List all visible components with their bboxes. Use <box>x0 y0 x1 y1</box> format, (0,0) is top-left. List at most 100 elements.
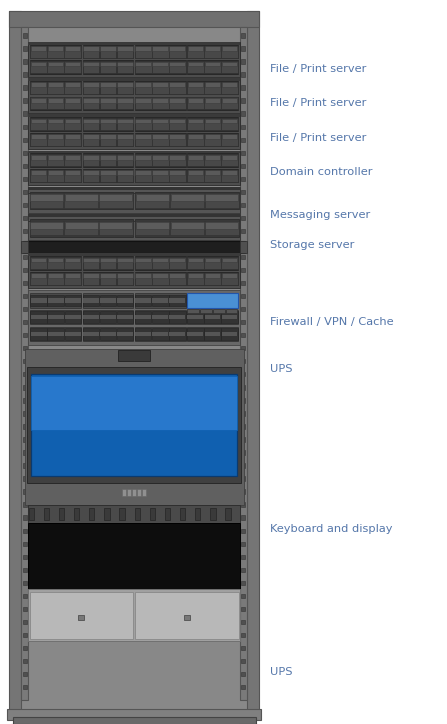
Bar <box>205 46 220 51</box>
Bar <box>30 82 47 94</box>
Bar <box>47 118 64 130</box>
Bar <box>152 257 169 269</box>
Bar <box>23 268 27 272</box>
Bar <box>222 258 237 262</box>
Bar <box>23 450 27 455</box>
Bar <box>28 221 240 222</box>
Bar <box>23 164 27 168</box>
Bar <box>23 594 27 598</box>
Bar <box>117 62 133 73</box>
Bar <box>241 594 245 598</box>
Bar <box>83 153 133 167</box>
Bar <box>117 82 133 94</box>
Bar <box>100 83 116 87</box>
Bar <box>135 298 151 303</box>
Bar <box>188 119 203 123</box>
Bar <box>30 272 81 285</box>
Bar <box>23 281 27 285</box>
Bar <box>135 83 151 87</box>
Bar <box>23 307 27 311</box>
Bar <box>30 46 47 58</box>
Bar <box>47 273 64 285</box>
Bar <box>152 170 168 175</box>
Bar <box>100 154 116 167</box>
Bar <box>65 222 97 229</box>
Bar <box>9 11 259 27</box>
Bar <box>205 83 220 87</box>
Bar <box>83 82 99 94</box>
Bar <box>169 46 185 51</box>
Text: File / Print server: File / Print server <box>270 132 367 143</box>
Bar <box>83 133 99 146</box>
Bar <box>152 62 169 73</box>
Bar <box>135 192 239 209</box>
Bar <box>31 155 46 159</box>
Bar <box>31 332 46 336</box>
Bar <box>30 154 47 167</box>
Bar <box>31 258 46 262</box>
Bar <box>221 273 238 285</box>
Bar <box>100 98 116 109</box>
Bar <box>83 272 133 285</box>
Bar <box>187 117 238 131</box>
Bar <box>83 118 99 130</box>
Bar <box>48 83 63 87</box>
Bar <box>23 437 27 442</box>
Bar <box>64 62 81 73</box>
Bar <box>241 542 245 546</box>
Bar <box>241 333 245 337</box>
Bar <box>117 311 133 323</box>
Bar <box>188 98 203 103</box>
Bar <box>28 42 240 77</box>
Bar <box>241 555 245 559</box>
Bar <box>48 134 63 139</box>
Bar <box>169 170 186 182</box>
Bar <box>31 315 46 319</box>
Bar <box>30 256 81 270</box>
Bar <box>83 315 99 319</box>
Bar <box>28 214 240 240</box>
Bar <box>65 83 80 87</box>
Bar <box>118 350 150 361</box>
Bar <box>127 489 131 496</box>
Bar <box>135 256 186 270</box>
Text: File / Print server: File / Print server <box>270 98 367 108</box>
Bar <box>30 194 63 201</box>
Bar <box>83 81 133 95</box>
Text: Messaging server: Messaging server <box>270 210 371 220</box>
Bar <box>65 298 81 303</box>
Bar <box>23 646 27 650</box>
Bar <box>222 62 237 67</box>
Bar <box>205 221 239 235</box>
Bar <box>135 273 151 278</box>
Bar <box>64 46 81 58</box>
Bar <box>83 295 99 306</box>
Bar <box>30 311 47 323</box>
Bar <box>23 255 27 259</box>
Bar <box>48 170 63 175</box>
Bar <box>241 203 245 207</box>
Bar <box>205 193 239 208</box>
Bar <box>117 170 133 175</box>
Bar <box>221 328 238 340</box>
Bar <box>152 62 168 67</box>
Bar <box>100 311 116 323</box>
Bar <box>222 170 237 175</box>
Bar <box>23 581 27 585</box>
Bar <box>169 328 186 340</box>
Bar <box>117 258 133 262</box>
Bar <box>222 134 237 139</box>
Bar <box>187 118 204 130</box>
Bar <box>48 258 63 262</box>
Bar <box>23 607 27 611</box>
Bar <box>135 258 151 262</box>
Bar <box>204 118 221 130</box>
Bar <box>30 61 81 74</box>
Bar <box>241 346 245 350</box>
Bar <box>135 193 169 208</box>
Bar <box>241 372 245 376</box>
Bar <box>213 309 225 313</box>
Bar <box>241 281 245 285</box>
Bar <box>222 119 237 123</box>
Bar <box>187 133 204 146</box>
